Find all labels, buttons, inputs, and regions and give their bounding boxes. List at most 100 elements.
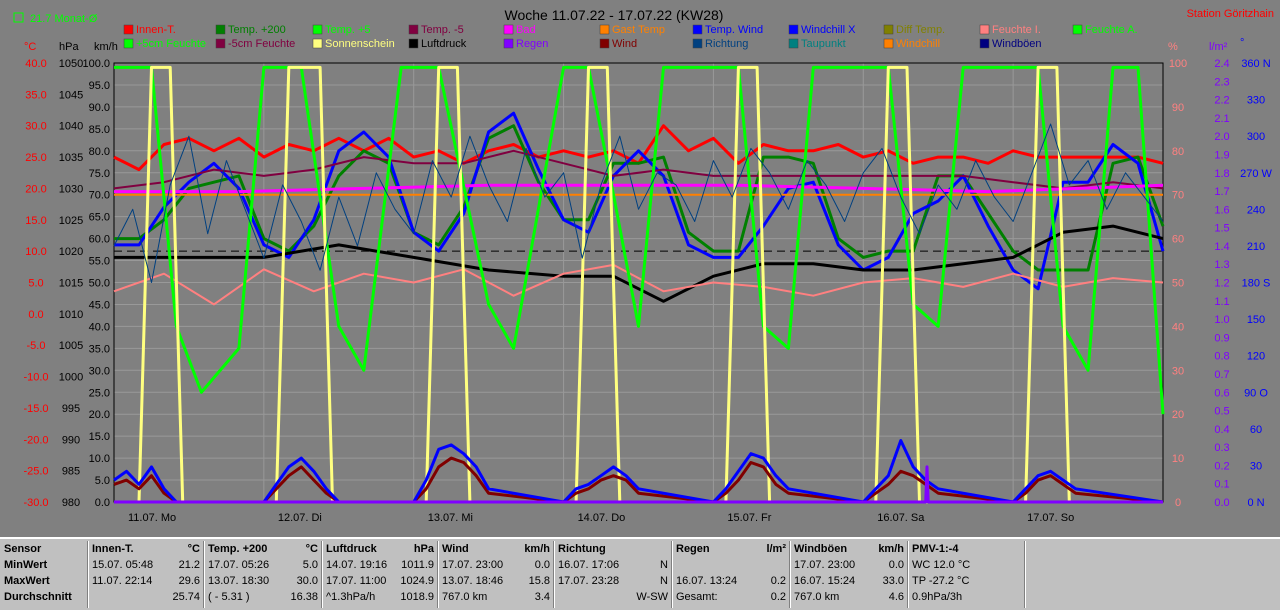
legend-swatch — [503, 24, 514, 35]
stats-title: Luftdruck — [326, 543, 377, 555]
axis-unit-rain: l/m² — [1209, 41, 1228, 53]
stats-cell: 17.07. 23:00 — [442, 559, 504, 571]
stats-cell: 0.9hPa/3h — [912, 591, 963, 603]
grid — [113, 62, 1164, 503]
series-line-bad — [114, 183, 1164, 194]
axis-unit-direction: ° — [1240, 37, 1244, 49]
stats-unit: km/h — [524, 543, 550, 555]
tick-label-rain: 1.9 — [1214, 149, 1229, 161]
series-line-temp-5 — [113, 149, 1164, 190]
stats-cell: TP -27.2 °C — [912, 575, 970, 587]
tick-label-speed: 55.0 — [89, 256, 110, 268]
legend-swatch — [312, 38, 323, 49]
tick-label-speed: 60.0 — [89, 234, 110, 246]
axis-unit-speed: km/h — [94, 41, 118, 53]
tick-label-rain: 0.9 — [1214, 332, 1229, 344]
stats-title: Innen-T. — [92, 543, 134, 555]
legend-swatch — [1072, 24, 1083, 35]
tick-label-percent: 90 — [1172, 102, 1184, 114]
legend-label: Feuchte A. — [1085, 24, 1138, 36]
legend-label: Temp. +5 — [325, 24, 371, 36]
tick-label-temp: 20.0 — [25, 183, 46, 195]
tick-label-pressure: 995 — [62, 403, 80, 415]
tick-label-speed: 30.0 — [89, 365, 110, 377]
legend-swatch — [883, 38, 894, 49]
legend-label: Diff Temp. — [896, 24, 945, 36]
month-avg-label: 21.7 Monat-Ø — [30, 13, 98, 25]
tick-label-pressure: 1000 — [59, 372, 83, 384]
legend-label: Temp. Wind — [705, 24, 763, 36]
tick-label-percent: 0 — [1175, 497, 1181, 509]
stats-cell: ^1.3hPa/h — [326, 591, 376, 603]
tick-label-direction: 240 — [1247, 204, 1265, 216]
x-tick-label: 15.07. Fr — [727, 512, 771, 524]
legend-label: Wind — [612, 38, 637, 50]
tick-label-pressure: 1045 — [59, 89, 83, 101]
tick-label-speed: 70.0 — [89, 190, 110, 202]
tick-label-speed: 25.0 — [89, 387, 110, 399]
tick-label-temp: 40.0 — [25, 58, 46, 70]
legend-swatch — [123, 38, 134, 49]
legend-swatch — [599, 24, 610, 35]
legend-label: Gast Temp — [612, 24, 665, 36]
tick-label-pressure: 990 — [62, 434, 80, 446]
legend-swatch — [788, 24, 799, 35]
tick-label-pressure: 985 — [62, 466, 80, 478]
tick-label-direction: 120 — [1247, 351, 1265, 363]
stats-cell: Gesamt: — [676, 591, 718, 603]
tick-label-temp: 15.0 — [25, 215, 46, 227]
tick-label-speed: 100.0 — [82, 58, 110, 70]
tick-label-temp: -5.0 — [27, 340, 46, 352]
stats-value: N — [660, 575, 668, 587]
stats-cell: 17.07. 05:26 — [208, 559, 270, 571]
series-line-luftdruck — [114, 224, 1164, 303]
stats-value: 33.0 — [882, 575, 904, 587]
tick-label-rain: 0.4 — [1214, 424, 1229, 436]
tick-label-direction: 150 — [1247, 314, 1265, 326]
tick-label-percent: 40 — [1172, 321, 1184, 333]
stats-unit: hPa — [413, 543, 434, 555]
tick-label-rain: 2.1 — [1214, 113, 1229, 125]
stats-value: 15.8 — [528, 575, 550, 587]
stats-unit: °C — [305, 543, 318, 555]
tick-label-rain: 1.3 — [1214, 259, 1229, 271]
stats-cell: MinWert — [4, 559, 48, 571]
tick-label-pressure: 1030 — [59, 183, 83, 195]
tick-label-rain: 0.1 — [1214, 479, 1229, 491]
tick-label-percent: 20 — [1172, 409, 1184, 421]
tick-label-rain: 0.8 — [1214, 351, 1229, 363]
x-tick-label: 11.07. Mo — [128, 512, 176, 524]
stats-title: Temp. +200 — [208, 543, 268, 555]
stats-title: Windböen — [794, 543, 848, 555]
month-avg-icon — [13, 12, 24, 23]
stats-cell: 17.07. 11:00 — [326, 575, 387, 587]
stats-value: 3.4 — [534, 591, 550, 603]
stats-separator — [321, 541, 323, 608]
stats-value: W-SW — [636, 591, 668, 603]
stats-block: Regen l/m² 16.07. 13:24 0.2 Gesamt: 0.2 — [672, 541, 790, 608]
stats-block: Richtung 16.07. 17:06 N 17.07. 23:28 N W-SW — [554, 541, 672, 608]
tick-label-rain: 2.3 — [1214, 76, 1229, 88]
legend-swatch — [979, 38, 990, 49]
tick-label-pressure: 980 — [62, 497, 80, 509]
tick-label-pressure: 1040 — [59, 121, 83, 133]
stats-cell: 15.07. 05:48 — [92, 559, 154, 571]
legend-label: Innen-T. — [136, 24, 176, 36]
stats-cell: ( - 5.31 ) — [208, 591, 250, 603]
legend-swatch — [692, 38, 703, 49]
stats-cell: Durchschnitt — [4, 591, 72, 603]
stats-block: PMV-1:-4 WC 12.0 °C TP -27.2 °C 0.9hPa/3h — [908, 541, 1025, 608]
legend-label: Temp. -5 — [421, 24, 464, 36]
legend-label: Taupunkt — [801, 38, 846, 50]
tick-label-percent: 100 — [1169, 58, 1187, 70]
stats-cell: MaxWert — [4, 575, 50, 587]
legend-label: Luftdruck — [421, 38, 467, 50]
legend-label: Windchill — [896, 38, 940, 50]
stats-cell: 767.0 km — [794, 591, 840, 603]
legend-label: Regen — [516, 38, 548, 50]
stats-cell: 17.07. 23:00 — [794, 559, 856, 571]
stats-separator — [437, 541, 439, 608]
weather-chart: 40.0 35.0 30.0 25.0 20.0 15.0 10.0 5.0 0.0 -5.0 -1… — [13, 7, 1274, 524]
tick-label-speed: 0.0 — [95, 497, 110, 509]
tick-label-speed: 90.0 — [89, 102, 110, 114]
